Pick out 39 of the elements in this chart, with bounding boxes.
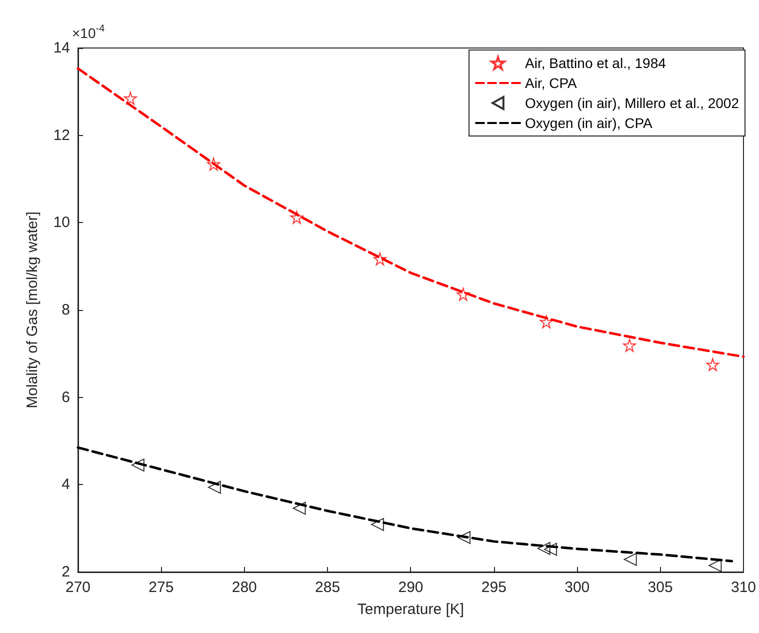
- point: [544, 542, 557, 556]
- legend-label: Air, Battino et al., 1984: [525, 55, 666, 71]
- y-tick-label: 14: [53, 40, 70, 56]
- x-tick-label: 280: [232, 579, 257, 596]
- point: [623, 338, 636, 352]
- point: [456, 288, 470, 301]
- point: [124, 92, 137, 105]
- point: [292, 502, 306, 515]
- point: [457, 531, 470, 544]
- point: [207, 158, 220, 171]
- x-tick-label: 310: [730, 579, 756, 596]
- legend-label: Oxygen (in air), Millero et al., 2002: [525, 95, 740, 111]
- point: [537, 542, 550, 555]
- y-axis-title: Molality of Gas [mol/kg water]: [24, 212, 41, 408]
- point: [708, 558, 722, 572]
- y-tick-label: 12: [53, 126, 70, 144]
- y-tick-label: 2: [62, 564, 70, 580]
- legend-label: Air, CPA: [525, 75, 578, 91]
- point: [208, 480, 221, 494]
- x-axis-title: Temperature [K]: [357, 601, 464, 618]
- y-tick-label: 10: [53, 214, 70, 232]
- x-tick-label: 275: [148, 579, 174, 596]
- y-tick-label: 6: [62, 388, 70, 406]
- y-tick-label: 4: [62, 476, 70, 494]
- legend-label: Oxygen (in air), CPA: [525, 115, 654, 131]
- point: [290, 210, 304, 224]
- x-tick-label: 290: [398, 579, 424, 596]
- y-tick-label: 8: [62, 302, 70, 318]
- point: [706, 358, 720, 372]
- x-tick-label: 270: [65, 579, 91, 596]
- x-tick-label: 305: [648, 579, 673, 596]
- point: [373, 252, 386, 266]
- point: [540, 315, 553, 328]
- x-tick-label: 285: [315, 579, 340, 596]
- x-tick-label: 295: [481, 579, 506, 596]
- point: [370, 518, 384, 531]
- x-tick-label: 300: [564, 579, 590, 596]
- point: [624, 552, 637, 566]
- point: [131, 458, 144, 472]
